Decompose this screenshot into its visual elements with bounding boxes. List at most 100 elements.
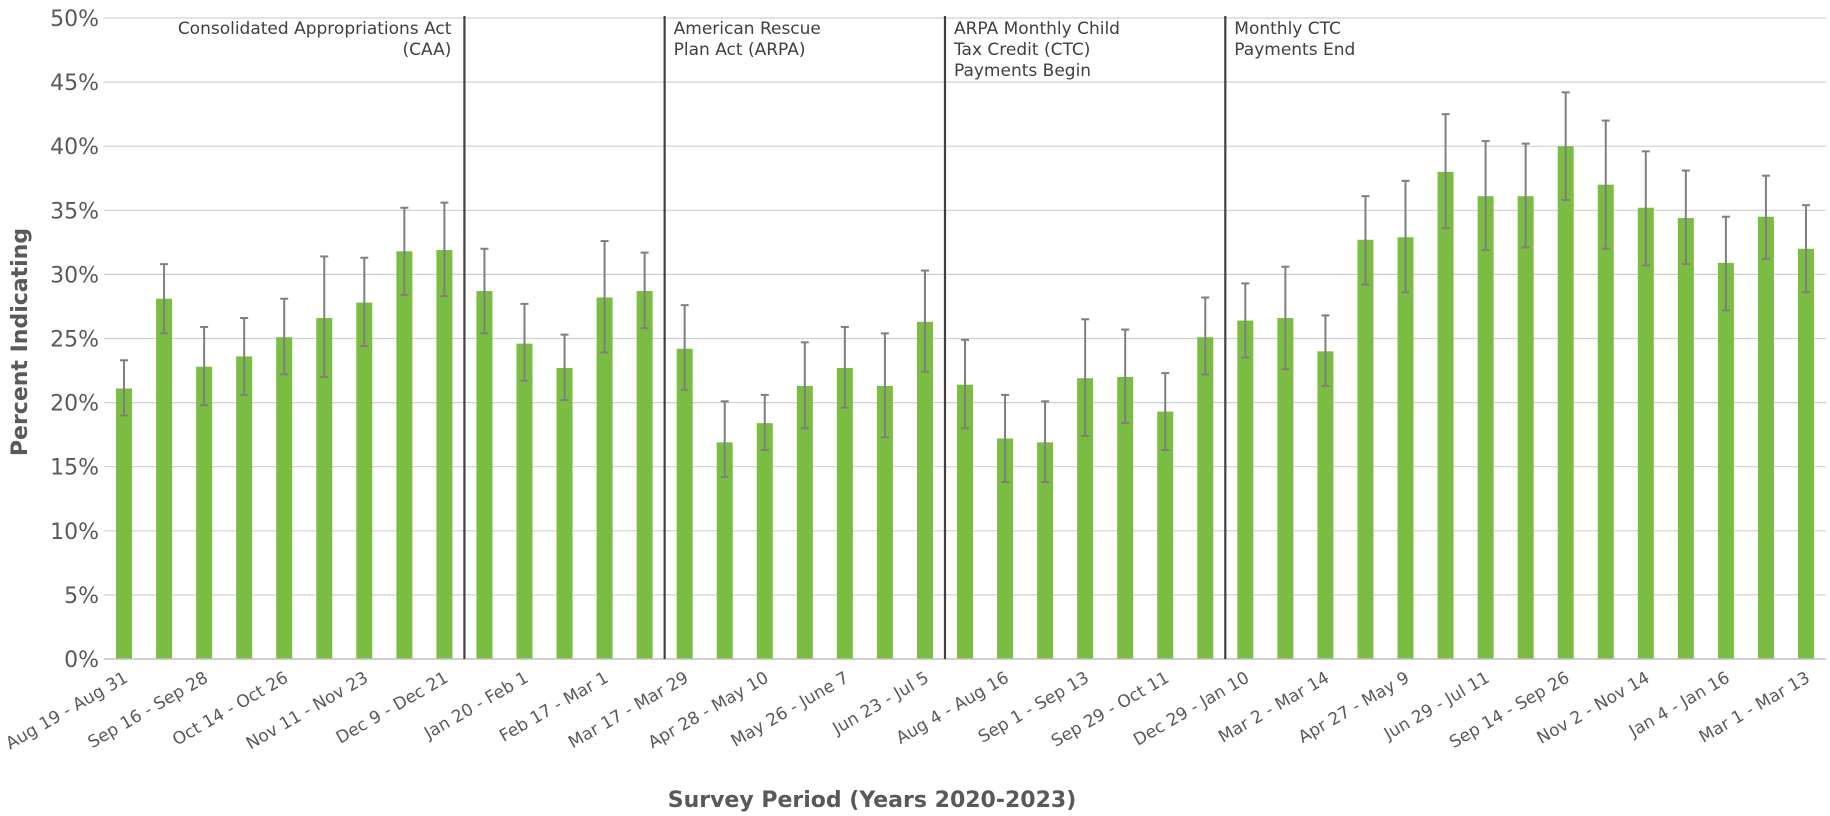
error-bar (1641, 150, 1650, 267)
error-bar (1481, 140, 1490, 252)
event-label-line: American Rescue (674, 19, 821, 39)
bar (356, 302, 373, 659)
error-bars (120, 91, 1810, 484)
error-bar (1521, 142, 1530, 249)
event-label-line: (CAA) (403, 40, 452, 60)
error-bar (1161, 372, 1170, 452)
error-bar (1321, 314, 1330, 387)
y-tick-label: 35% (50, 199, 99, 224)
error-bar (800, 341, 809, 430)
event-label: ARPA Monthly Child Tax Credit (CTC) Paymen… (953, 19, 1120, 81)
y-tick-label: 40% (50, 135, 99, 160)
error-bar (880, 332, 889, 439)
error-bar (1401, 179, 1410, 294)
bar (276, 337, 293, 659)
bar (1717, 262, 1734, 659)
bar (1757, 216, 1774, 659)
bar (156, 298, 173, 659)
y-axis-ticks: 0% 5% 10% 15% 20% 25% 30% 35% 40% 45% 50% (50, 7, 99, 673)
event-label-line: Consolidated Appropriations Act (178, 19, 452, 39)
error-bar (1801, 204, 1810, 294)
bar (716, 442, 733, 659)
event-label-line: Payments End (1234, 40, 1355, 60)
error-bar (640, 251, 649, 330)
error-bar (1041, 400, 1050, 484)
event-label-line: Plan Act (ARPA) (674, 40, 806, 60)
gridlines (104, 17, 1826, 596)
bar (636, 291, 653, 659)
error-bar (1201, 296, 1210, 376)
event-markers: Consolidated Appropriations Act (CAA) Amer… (178, 16, 1355, 659)
error-bar (560, 333, 569, 402)
error-bar (480, 247, 489, 335)
bar (916, 321, 933, 659)
error-bar (600, 240, 609, 354)
error-bar (440, 201, 449, 298)
event-label-line: Monthly CTC (1234, 19, 1341, 39)
y-tick-label: 15% (50, 456, 99, 481)
error-bar (840, 325, 849, 409)
error-bar (1081, 318, 1090, 437)
bar (476, 291, 493, 659)
error-bar (320, 255, 329, 378)
bar (1357, 239, 1374, 659)
error-bar (1241, 282, 1250, 359)
error-bar (360, 256, 369, 348)
y-tick-label: 20% (50, 392, 99, 417)
bar (316, 317, 333, 659)
error-bar (1361, 195, 1370, 286)
error-bar (1601, 119, 1610, 250)
bar (1277, 317, 1294, 659)
bar (236, 356, 253, 659)
bar (997, 438, 1014, 659)
error-bar (720, 400, 729, 478)
bar (556, 367, 573, 659)
y-tick-label: 30% (50, 263, 99, 288)
event-label-line: ARPA Monthly Child (954, 19, 1120, 39)
bar (957, 384, 973, 659)
y-tick-label: 5% (64, 584, 99, 609)
bar (196, 366, 213, 659)
error-bar (1121, 328, 1130, 425)
bar (1797, 248, 1814, 659)
error-bar (520, 302, 529, 382)
error-bar (1681, 169, 1690, 266)
bar (796, 385, 813, 659)
bar (1517, 196, 1534, 659)
error-bar (280, 297, 289, 376)
bar (396, 251, 413, 659)
bar (1197, 337, 1214, 659)
error-bar (120, 359, 129, 417)
y-tick-label: 45% (50, 71, 99, 96)
y-tick-label: 0% (64, 648, 99, 673)
bar (1677, 217, 1694, 659)
y-tick-label: 10% (50, 520, 99, 545)
bar (1157, 411, 1174, 659)
event-label-line: Payments Begin (954, 61, 1091, 81)
bar (1317, 351, 1334, 659)
bar (1557, 146, 1574, 659)
bar (1077, 378, 1094, 659)
bar (516, 343, 533, 659)
bar (1037, 442, 1054, 659)
bar (756, 423, 773, 659)
bar (436, 250, 453, 660)
error-bar (760, 393, 769, 452)
error-bar (680, 304, 689, 391)
bar (1597, 184, 1614, 659)
bar (676, 348, 693, 659)
event-label: Monthly CTC Payments End (1234, 19, 1355, 60)
bar (1477, 196, 1494, 659)
event-label: American Rescue Plan Act (ARPA) (674, 19, 821, 60)
error-bar (1441, 113, 1450, 230)
bar (1637, 207, 1654, 659)
error-bar (1001, 393, 1010, 484)
bar (1237, 320, 1254, 659)
event-label-line: Tax Credit (CTC) (953, 40, 1090, 60)
error-bar (1721, 215, 1730, 312)
bar (596, 297, 613, 659)
bar (116, 388, 133, 659)
error-bar (1761, 174, 1770, 261)
